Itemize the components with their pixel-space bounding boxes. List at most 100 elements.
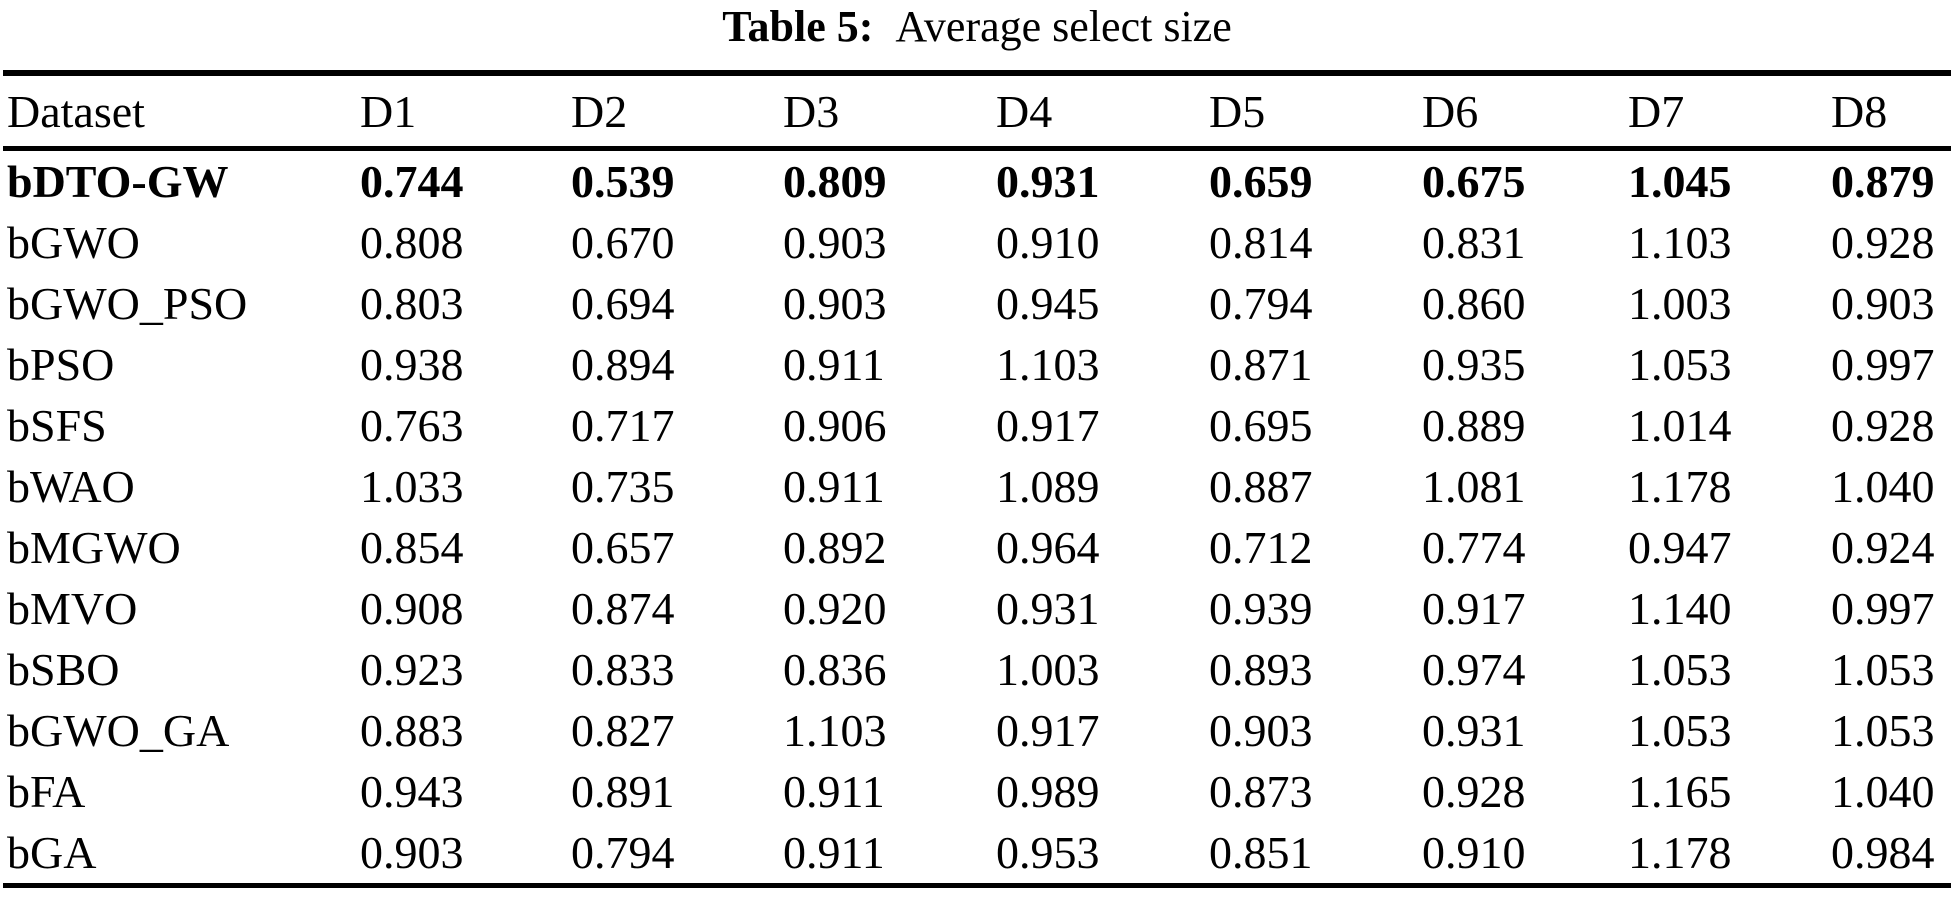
cell-value: 0.892: [783, 522, 887, 573]
cell-value: 0.903: [1209, 705, 1313, 756]
cell-value: 0.879: [1831, 156, 1935, 207]
cell-value: 0.939: [1209, 583, 1313, 634]
cell-value: 0.931: [996, 583, 1100, 634]
cell-value: 0.763: [360, 400, 464, 451]
cell-value: 0.827: [571, 705, 675, 756]
cell-value: 0.997: [1831, 583, 1935, 634]
cell-value: 0.903: [783, 217, 887, 268]
cell-value: 1.003: [996, 644, 1100, 695]
cell-value: 0.947: [1628, 522, 1732, 573]
table-caption-text: Average select size: [895, 2, 1232, 51]
cell-value: 1.053: [1628, 339, 1732, 390]
cell-value: 1.045: [1628, 156, 1732, 207]
row-label: bMVO: [7, 583, 138, 634]
cell-value: 0.695: [1209, 400, 1313, 451]
cell-value: 0.675: [1422, 156, 1526, 207]
cell-value: 0.910: [1422, 827, 1526, 878]
table-caption: Table 5: Average select size: [0, 0, 1954, 54]
cell-value: 0.894: [571, 339, 675, 390]
cell-value: 1.081: [1422, 461, 1526, 512]
cell-value: 0.911: [783, 827, 885, 878]
row-label: bDTO-GW: [7, 156, 229, 207]
cell-value: 0.945: [996, 278, 1100, 329]
column-header-d1: D1: [360, 73, 571, 151]
table-row: bMVO 0.908 0.874 0.920 0.931 0.939 0.917 1.140 0…: [3, 578, 1951, 639]
column-header-d5: D5: [1209, 73, 1422, 151]
cell-value: 0.923: [360, 644, 464, 695]
cell-value: 1.178: [1628, 461, 1732, 512]
table-row: bSFS 0.763 0.717 0.906 0.917 0.695 0.889 1.014 0…: [3, 395, 1951, 456]
column-header-d7: D7: [1628, 73, 1831, 151]
cell-value: 0.928: [1422, 766, 1526, 817]
cell-value: 0.911: [783, 766, 885, 817]
cell-value: 0.833: [571, 644, 675, 695]
cell-value: 1.033: [360, 461, 464, 512]
row-label: bWAO: [7, 461, 135, 512]
cell-value: 0.974: [1422, 644, 1526, 695]
row-label: bGA: [7, 827, 97, 878]
cell-value: 1.040: [1831, 766, 1935, 817]
table-row: bSBO 0.923 0.833 0.836 1.003 0.893 0.974 1.053 1…: [3, 639, 1951, 700]
cell-value: 0.911: [783, 339, 885, 390]
cell-value: 0.953: [996, 827, 1100, 878]
cell-value: 0.908: [360, 583, 464, 634]
cell-value: 1.053: [1628, 644, 1732, 695]
column-header-d2: D2: [571, 73, 783, 151]
cell-value: 1.103: [783, 705, 887, 756]
cell-value: 0.903: [1831, 278, 1935, 329]
cell-value: 0.809: [783, 156, 887, 207]
column-header-d6: D6: [1422, 73, 1628, 151]
cell-value: 0.854: [360, 522, 464, 573]
cell-value: 0.871: [1209, 339, 1313, 390]
table-row: bPSO 0.938 0.894 0.911 1.103 0.871 0.935 1.053 0…: [3, 334, 1951, 395]
table-body: bDTO-GW 0.744 0.539 0.809 0.931 0.659 0.675 1.0…: [3, 149, 1951, 886]
row-label: bGWO: [7, 217, 140, 268]
cell-value: 0.883: [360, 705, 464, 756]
cell-value: 0.917: [996, 705, 1100, 756]
cell-value: 1.140: [1628, 583, 1732, 634]
cell-value: 0.906: [783, 400, 887, 451]
cell-value: 0.928: [1831, 217, 1935, 268]
cell-value: 0.794: [1209, 278, 1313, 329]
cell-value: 1.178: [1628, 827, 1732, 878]
cell-value: 1.089: [996, 461, 1100, 512]
table-row: bGWO_PSO 0.803 0.694 0.903 0.945 0.794 0.860 1.…: [3, 273, 1951, 334]
cell-value: 0.943: [360, 766, 464, 817]
row-label: bGWO_GA: [7, 705, 230, 756]
row-label: bPSO: [7, 339, 115, 390]
cell-value: 0.924: [1831, 522, 1935, 573]
cell-value: 0.989: [996, 766, 1100, 817]
cell-value: 1.165: [1628, 766, 1732, 817]
table-row: bWAO 1.033 0.735 0.911 1.089 0.887 1.081 1.178 1…: [3, 456, 1951, 517]
cell-value: 1.040: [1831, 461, 1935, 512]
cell-value: 0.712: [1209, 522, 1313, 573]
cell-value: 1.103: [996, 339, 1100, 390]
row-label: bSBO: [7, 644, 120, 695]
cell-value: 0.910: [996, 217, 1100, 268]
cell-value: 0.539: [571, 156, 675, 207]
cell-value: 0.984: [1831, 827, 1935, 878]
cell-value: 1.014: [1628, 400, 1732, 451]
cell-value: 0.831: [1422, 217, 1526, 268]
cell-value: 0.887: [1209, 461, 1313, 512]
cell-value: 0.803: [360, 278, 464, 329]
cell-value: 1.003: [1628, 278, 1732, 329]
cell-value: 0.794: [571, 827, 675, 878]
cell-value: 0.808: [360, 217, 464, 268]
cell-value: 0.717: [571, 400, 675, 451]
cell-value: 0.774: [1422, 522, 1526, 573]
table-row: bDTO-GW 0.744 0.539 0.809 0.931 0.659 0.675 1.0…: [3, 149, 1951, 213]
cell-value: 0.903: [360, 827, 464, 878]
cell-value: 0.997: [1831, 339, 1935, 390]
cell-value: 0.928: [1831, 400, 1935, 451]
row-label: bMGWO: [7, 522, 181, 573]
cell-value: 0.860: [1422, 278, 1526, 329]
cell-value: 0.893: [1209, 644, 1313, 695]
results-table: Dataset D1 D2 D3 D4 D5 D6 D7 D8 bDTO-GW 0.744 0.53…: [3, 70, 1951, 888]
cell-value: 0.735: [571, 461, 675, 512]
cell-value: 0.836: [783, 644, 887, 695]
cell-value: 0.670: [571, 217, 675, 268]
row-label: bSFS: [7, 400, 107, 451]
cell-value: 0.903: [783, 278, 887, 329]
cell-value: 0.935: [1422, 339, 1526, 390]
